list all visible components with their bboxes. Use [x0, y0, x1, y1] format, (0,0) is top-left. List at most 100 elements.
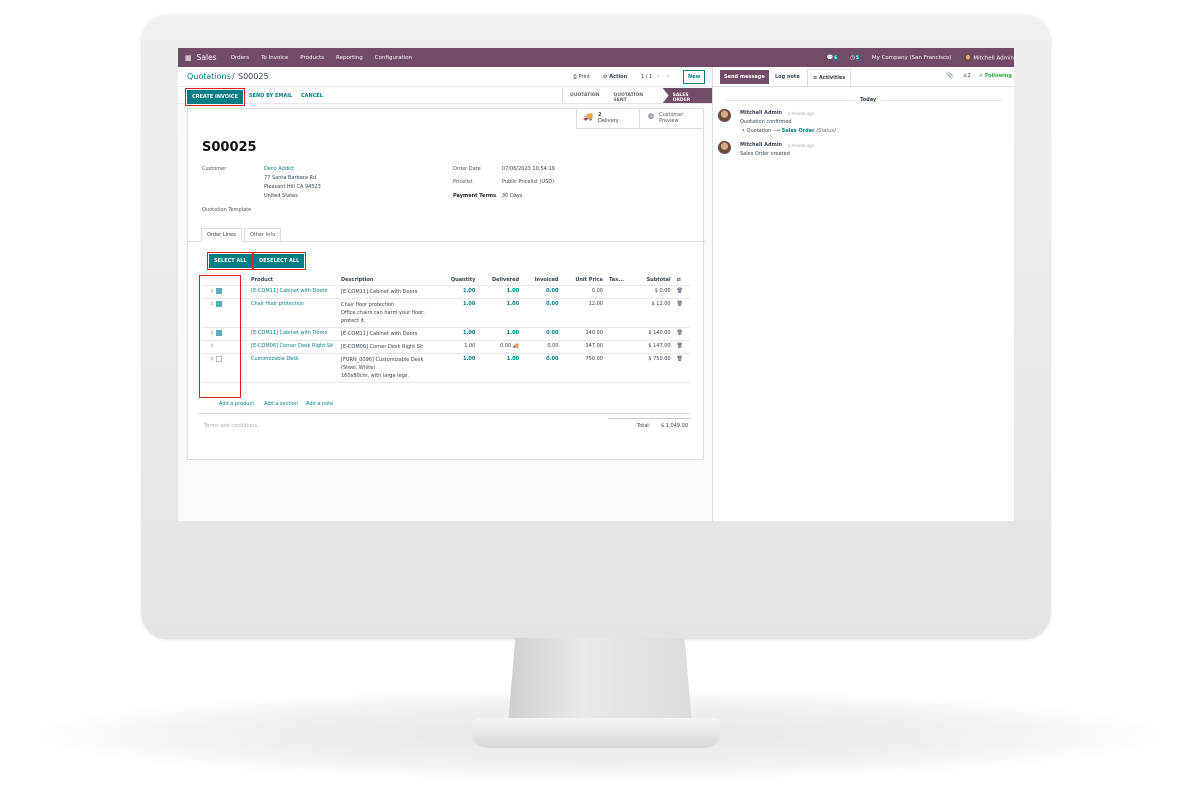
menu-reporting[interactable]: Reporting [336, 54, 363, 61]
delivered[interactable]: 1.00 [506, 356, 520, 362]
description-line: [E-COM11] Cabinet with Doors [341, 331, 418, 337]
col-description[interactable]: Description [338, 275, 438, 286]
subtotal: $ 147.00 [633, 340, 674, 354]
menu-configuration[interactable]: Configuration [374, 54, 413, 61]
drag-handle-icon[interactable]: ⇕ [210, 301, 215, 308]
tracking-new: Sales Order [781, 128, 815, 134]
menu-to-invoice[interactable]: To Invoice [261, 54, 289, 61]
terms-input[interactable]: Terms and conditions... [204, 423, 262, 429]
line-checkbox[interactable] [215, 288, 222, 294]
customer-link[interactable]: Deco Addict [264, 166, 295, 172]
user-menu[interactable]: Mitchell Admin [963, 53, 1014, 62]
delete-icon[interactable]: 🗑 [673, 327, 690, 341]
new-button[interactable]: New [683, 70, 706, 84]
table-row[interactable]: ⇕ Customizable Desk [FURN_0096] Customiz… [202, 353, 690, 383]
table-row[interactable]: ⇕ [E-COM11] Cabinet with Doors [E-COM11]… [202, 285, 690, 299]
status-sales-order[interactable]: SALES ORDER [662, 88, 712, 103]
col-invoiced[interactable]: Invoiced [522, 275, 562, 286]
drag-handle-icon[interactable]: ⇕ [210, 330, 215, 337]
navbar: ▦ Sales Orders To Invoice Products Repor… [178, 48, 1014, 67]
pricelist[interactable]: Public Pricelist (USD) [502, 179, 555, 185]
delete-icon[interactable]: 🗑 [673, 298, 690, 328]
line-checkbox[interactable] [215, 301, 222, 307]
messages-icon[interactable]: 💬6 [826, 54, 839, 61]
add-note-link[interactable]: Add a note [306, 401, 334, 407]
col-unit-price[interactable]: Unit Price [561, 275, 606, 286]
status-quotation-sent[interactable]: QUOTATION SENT [613, 93, 644, 103]
unit-price[interactable]: 750.00 [561, 353, 606, 383]
product-name[interactable]: Chair floor protection [251, 301, 305, 307]
add-section-link[interactable]: Add a section [264, 401, 298, 407]
tracking-field: (Status) [816, 128, 837, 134]
product-name[interactable]: [E-COM11] Cabinet with Doors [251, 330, 328, 336]
quantity[interactable]: 1.00 [438, 327, 479, 341]
create-invoice-button[interactable]: CREATE INVOICE [184, 88, 246, 106]
print-button[interactable]: ⎙ Print [573, 74, 591, 80]
pager-prev-icon[interactable]: ‹ [657, 73, 660, 80]
breadcrumb-quotations[interactable]: Quotations [187, 72, 231, 81]
optional-columns-icon[interactable]: ⇄ [673, 275, 690, 286]
col-product[interactable]: Product [248, 275, 338, 286]
deselect-all-button[interactable]: DESELECT ALL [251, 252, 307, 270]
status-quotation[interactable]: QUOTATION [562, 88, 607, 103]
attachment-icon[interactable]: 📎 [946, 72, 954, 79]
table-row[interactable]: ⇕ Chair floor protection Chair floor pro… [202, 298, 690, 328]
app-name[interactable]: Sales [196, 53, 217, 62]
log-note-button[interactable]: Log note [775, 74, 800, 80]
drag-handle-icon[interactable]: ⇕ [210, 356, 215, 363]
unit-price[interactable]: 140.00 [561, 327, 606, 341]
add-product-link[interactable]: Add a product [219, 401, 255, 407]
send-message-button[interactable]: Send message [720, 70, 769, 84]
product-name[interactable]: [E-COM11] Cabinet with Doors [251, 288, 328, 294]
tab-order-lines[interactable]: Order Lines [201, 228, 242, 242]
delivered[interactable]: 1.00 [506, 330, 520, 336]
action-button[interactable]: ⚙ Action [603, 74, 628, 80]
send-by-email-button[interactable]: SEND BY EMAIL [249, 93, 293, 99]
company-switcher[interactable]: My Company (San Francisco) [871, 54, 952, 61]
product-name[interactable]: Customizable Desk [251, 356, 299, 362]
payment-terms[interactable]: 30 Days [502, 193, 523, 199]
delivered[interactable]: 1.00 [506, 301, 520, 307]
quantity[interactable]: 1.00 [438, 285, 479, 299]
description-line: [E-COM11] Cabinet with Doors [341, 289, 418, 295]
quantity[interactable]: 1.00 [438, 298, 479, 328]
quantity[interactable]: 1.00 [438, 353, 479, 383]
tab-other-info[interactable]: Other Info [244, 228, 282, 242]
delivery-smart-button[interactable]: 🚚 2 Delivery [576, 109, 639, 128]
product-name[interactable]: [E-COM06] Corner Desk Right Sit [251, 343, 334, 349]
activities-button[interactable]: ⊙ Activities [807, 69, 852, 87]
menu-products[interactable]: Products [300, 54, 325, 61]
col-delivered[interactable]: Delivered [478, 275, 523, 286]
delete-icon[interactable]: 🗑 [673, 353, 690, 383]
table-row[interactable]: ⇕ [E-COM06] Corner Desk Right Sit [E-COM… [202, 340, 690, 354]
delivered[interactable]: 1.00 [506, 288, 520, 294]
pager-next-icon[interactable]: › [667, 73, 670, 80]
order-date[interactable]: 07/06/2023 10:54:19 [502, 166, 555, 172]
drag-handle-icon[interactable]: ⇕ [210, 288, 215, 295]
unit-price[interactable]: 0.00 [561, 285, 606, 299]
quantity[interactable]: 1.00 [438, 340, 479, 354]
col-quantity[interactable]: Quantity [438, 275, 479, 286]
col-taxes[interactable]: Tax... [605, 275, 634, 286]
drag-handle-icon[interactable]: ⇕ [210, 343, 215, 349]
following-button[interactable]: ✔ Following [979, 73, 1012, 79]
customer-preview-button[interactable]: ◍ Customer Preview [639, 109, 704, 128]
table-row[interactable]: ⇕ [E-COM11] Cabinet with Doors [E-COM11]… [202, 327, 690, 341]
cancel-button[interactable]: CANCEL [301, 93, 323, 99]
line-checkbox[interactable] [215, 330, 222, 336]
followers-button[interactable]: ♙2 [963, 73, 971, 79]
activities-icon[interactable]: ◷5 [850, 54, 860, 61]
apps-grid-icon[interactable]: ▦ [185, 53, 192, 62]
delete-icon[interactable]: 🗑 [673, 340, 690, 354]
select-all-button[interactable]: SELECT ALL [207, 252, 254, 270]
invoiced: 0.00 [522, 327, 562, 341]
delivered[interactable]: 0.00 [500, 343, 512, 349]
message-author: Mitchell Admin [740, 110, 783, 116]
line-checkbox[interactable] [215, 356, 222, 362]
unit-price[interactable]: 12.00 [561, 298, 606, 328]
unit-price[interactable]: 147.00 [561, 340, 606, 354]
col-subtotal[interactable]: Subtotal [633, 275, 674, 286]
delete-icon[interactable]: 🗑 [673, 285, 690, 299]
menu-orders[interactable]: Orders [230, 54, 250, 61]
date-separator: Today [855, 97, 882, 103]
